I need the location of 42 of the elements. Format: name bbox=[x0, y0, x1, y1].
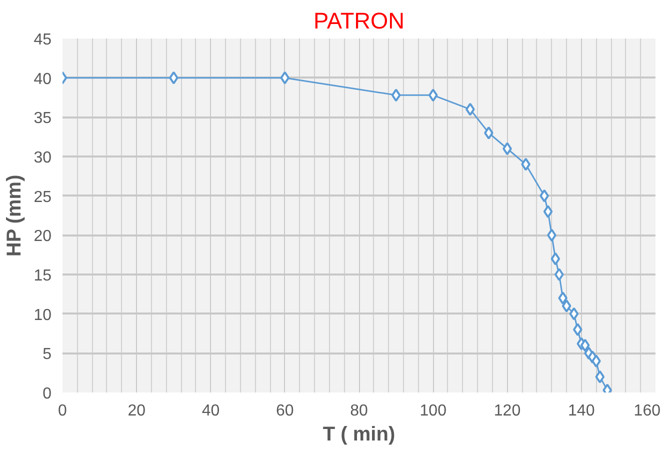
y-tick-label: 25 bbox=[34, 188, 52, 206]
y-tick-label: 45 bbox=[34, 32, 52, 48]
x-tick-label: 60 bbox=[276, 402, 294, 420]
x-tick-label: 100 bbox=[420, 402, 447, 420]
y-tick-label: 0 bbox=[42, 386, 52, 402]
x-tick-label: 160 bbox=[634, 402, 661, 420]
x-tick-label: 140 bbox=[568, 402, 595, 420]
y-tick-label: 20 bbox=[34, 228, 52, 246]
point bbox=[169, 71, 178, 84]
point bbox=[466, 102, 475, 116]
x-tick-label: 40 bbox=[202, 402, 220, 420]
point bbox=[521, 158, 530, 171]
point bbox=[573, 323, 582, 336]
point bbox=[543, 205, 553, 218]
y-tick-label: 30 bbox=[34, 150, 52, 166]
point bbox=[502, 142, 512, 156]
point bbox=[554, 268, 564, 281]
x-tick-label: 20 bbox=[128, 402, 146, 420]
point bbox=[569, 307, 579, 320]
x-tick-label: 120 bbox=[494, 402, 521, 420]
y-tick-label: 5 bbox=[42, 346, 52, 364]
point bbox=[558, 292, 568, 305]
x-tick-label: 80 bbox=[350, 402, 368, 420]
point bbox=[595, 370, 605, 384]
y-axis-title: HP (mm) bbox=[4, 174, 26, 257]
point bbox=[391, 88, 401, 102]
y-tick-label: 35 bbox=[34, 110, 52, 128]
point bbox=[540, 189, 549, 202]
y-tick-label: 15 bbox=[34, 268, 52, 284]
point bbox=[428, 88, 438, 102]
chart-title: PATRON bbox=[313, 8, 405, 34]
point bbox=[550, 252, 560, 266]
point bbox=[592, 354, 601, 368]
x-tick-label: 0 bbox=[58, 402, 68, 420]
point bbox=[484, 126, 494, 140]
y-tick-label: 40 bbox=[34, 70, 52, 88]
y-tick-label: 10 bbox=[34, 306, 52, 324]
point bbox=[547, 228, 556, 242]
point bbox=[562, 299, 572, 312]
point bbox=[280, 71, 290, 84]
x-axis-title: T ( min) bbox=[322, 424, 396, 446]
point bbox=[580, 338, 590, 352]
